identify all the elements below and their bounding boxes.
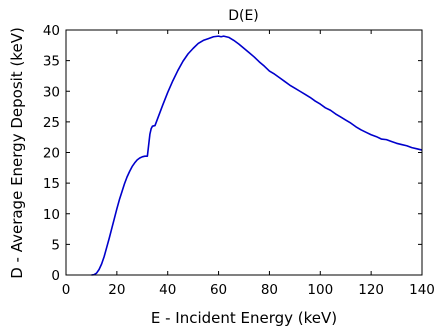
y-tick-label: 15 bbox=[43, 176, 60, 192]
ticks bbox=[65, 29, 423, 276]
y-tick-label: 35 bbox=[43, 54, 60, 70]
y-tick-label: 40 bbox=[43, 23, 60, 39]
x-tick-label: 20 bbox=[108, 282, 125, 298]
x-tick-label: 60 bbox=[210, 282, 227, 298]
y-tick-label: 0 bbox=[51, 268, 60, 284]
y-tick-label: 20 bbox=[43, 146, 60, 162]
x-tick-label: 0 bbox=[62, 282, 71, 298]
x-tick-label: 40 bbox=[159, 282, 176, 298]
x-tick-label: 140 bbox=[409, 282, 435, 298]
y-axis-label: D - Average Energy Deposit (keV) bbox=[8, 27, 26, 279]
series-line bbox=[91, 35, 423, 276]
x-tick-label: 120 bbox=[358, 282, 384, 298]
y-tick-label: 5 bbox=[51, 237, 60, 253]
y-tick-label: 30 bbox=[43, 84, 60, 100]
x-tick-label: 100 bbox=[307, 282, 333, 298]
x-axis-label: E - Incident Energy (keV) bbox=[151, 309, 337, 327]
chart-title: D(E) bbox=[228, 8, 259, 24]
y-tick-label: 25 bbox=[43, 115, 60, 131]
x-tick-label: 80 bbox=[261, 282, 278, 298]
plot-frame bbox=[65, 29, 423, 276]
y-tick-label: 10 bbox=[43, 207, 60, 223]
tick-labels: 0 20 40 60 80 100 120 140 0 5 10 15 20 25 30 35 40 bbox=[43, 23, 435, 298]
